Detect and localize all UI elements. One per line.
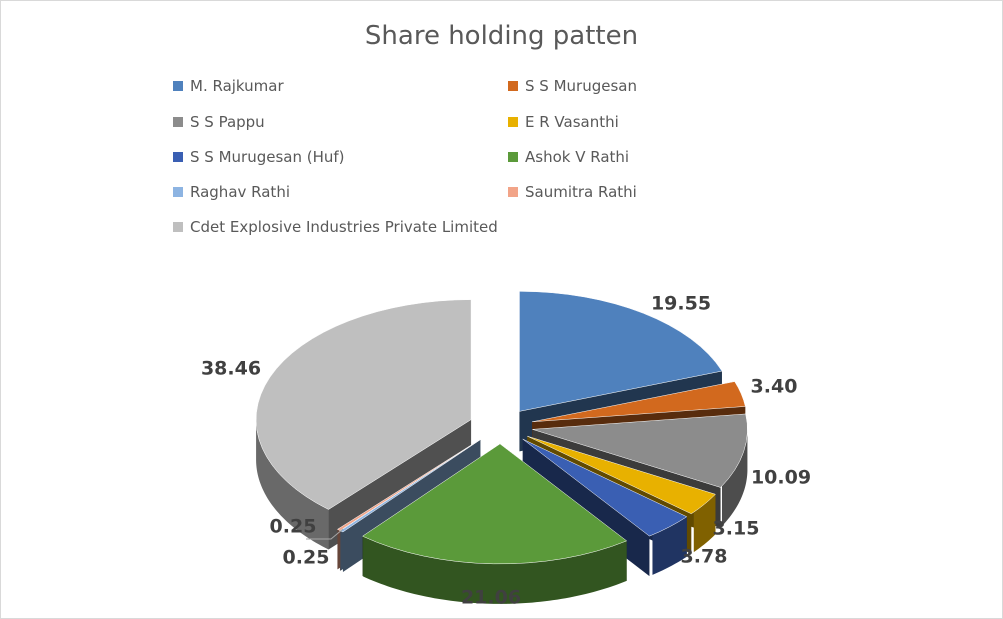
legend-label: Saumitra Rathi	[525, 183, 637, 201]
legend-label: Raghav Rathi	[190, 183, 290, 201]
legend-item-s-s-murugesan: S S Murugesan	[508, 77, 637, 95]
legend-swatch	[173, 222, 183, 232]
legend-swatch	[508, 187, 518, 197]
legend-item-s-s-pappu: S S Pappu	[173, 113, 265, 131]
legend-swatch	[173, 152, 183, 162]
legend-item-ashok-v-rathi: Ashok V Rathi	[508, 148, 629, 166]
legend-label: Ashok V Rathi	[525, 148, 630, 166]
slice-top-face	[336, 439, 481, 531]
legend-label: M. Rajkumar	[190, 77, 284, 95]
legend-label: Cdet Explosive Industries Private Limite…	[190, 218, 498, 236]
slice-side-wall	[363, 536, 627, 604]
data-label-s-s-murugesan: 3.40	[751, 376, 798, 398]
legend-item-s-s-murugesan-huf: S S Murugesan (Huf)	[173, 148, 345, 166]
legend-swatch	[173, 187, 183, 197]
data-label-s-s-pappu: 10.09	[751, 467, 811, 489]
legend-label: S S Pappu	[190, 113, 265, 131]
legend-label: E R Vasanthi	[525, 113, 619, 131]
slice-top-face	[519, 291, 723, 412]
slice-side-wall	[693, 494, 716, 553]
legend-swatch	[508, 152, 518, 162]
legend-swatch	[173, 117, 183, 127]
legend-label: S S Murugesan (Huf)	[190, 148, 345, 166]
legend-swatch	[508, 81, 518, 91]
legend-item-cdet-explosive-industries-private-limited: Cdet Explosive Industries Private Limite…	[173, 218, 498, 236]
data-label-s-s-murugesan-huf: 3.78	[681, 546, 728, 568]
legend-swatch	[173, 81, 183, 91]
chart-title: Share holding patten	[364, 21, 639, 51]
data-label-e-r-vasanthi: 3.15	[713, 518, 760, 540]
legend-item-saumitra-rathi: Saumitra Rathi	[508, 183, 637, 201]
data-label-cdet-explosive-industries-private-limited: 38.46	[201, 358, 261, 380]
slice-top-face	[527, 435, 716, 515]
leader-line	[306, 528, 344, 540]
slice-top-face	[255, 299, 472, 510]
data-label-saumitra-rathi: 0.25	[270, 516, 317, 538]
data-label-ashok-v-rathi: 21.06	[461, 587, 521, 609]
legend-label: S S Murugesan	[525, 77, 637, 95]
slice-top-face	[532, 381, 746, 423]
data-label-m-rajkumar: 19.55	[651, 293, 711, 315]
legend-item-e-r-vasanthi: E R Vasanthi	[508, 113, 619, 131]
slice-top-face	[362, 443, 628, 565]
slice-ashok-v-rathi	[362, 443, 628, 604]
slice-side-wall	[721, 430, 748, 526]
data-label-raghav-rathi: 0.25	[283, 547, 330, 569]
legend-swatch	[508, 117, 518, 127]
slice-top-face	[522, 438, 688, 537]
legend-item-m-rajkumar: M. Rajkumar	[173, 77, 284, 95]
slice-top-face	[532, 413, 748, 488]
slice-side-wall	[256, 420, 329, 550]
legend-item-raghav-rathi: Raghav Rathi	[173, 183, 290, 201]
